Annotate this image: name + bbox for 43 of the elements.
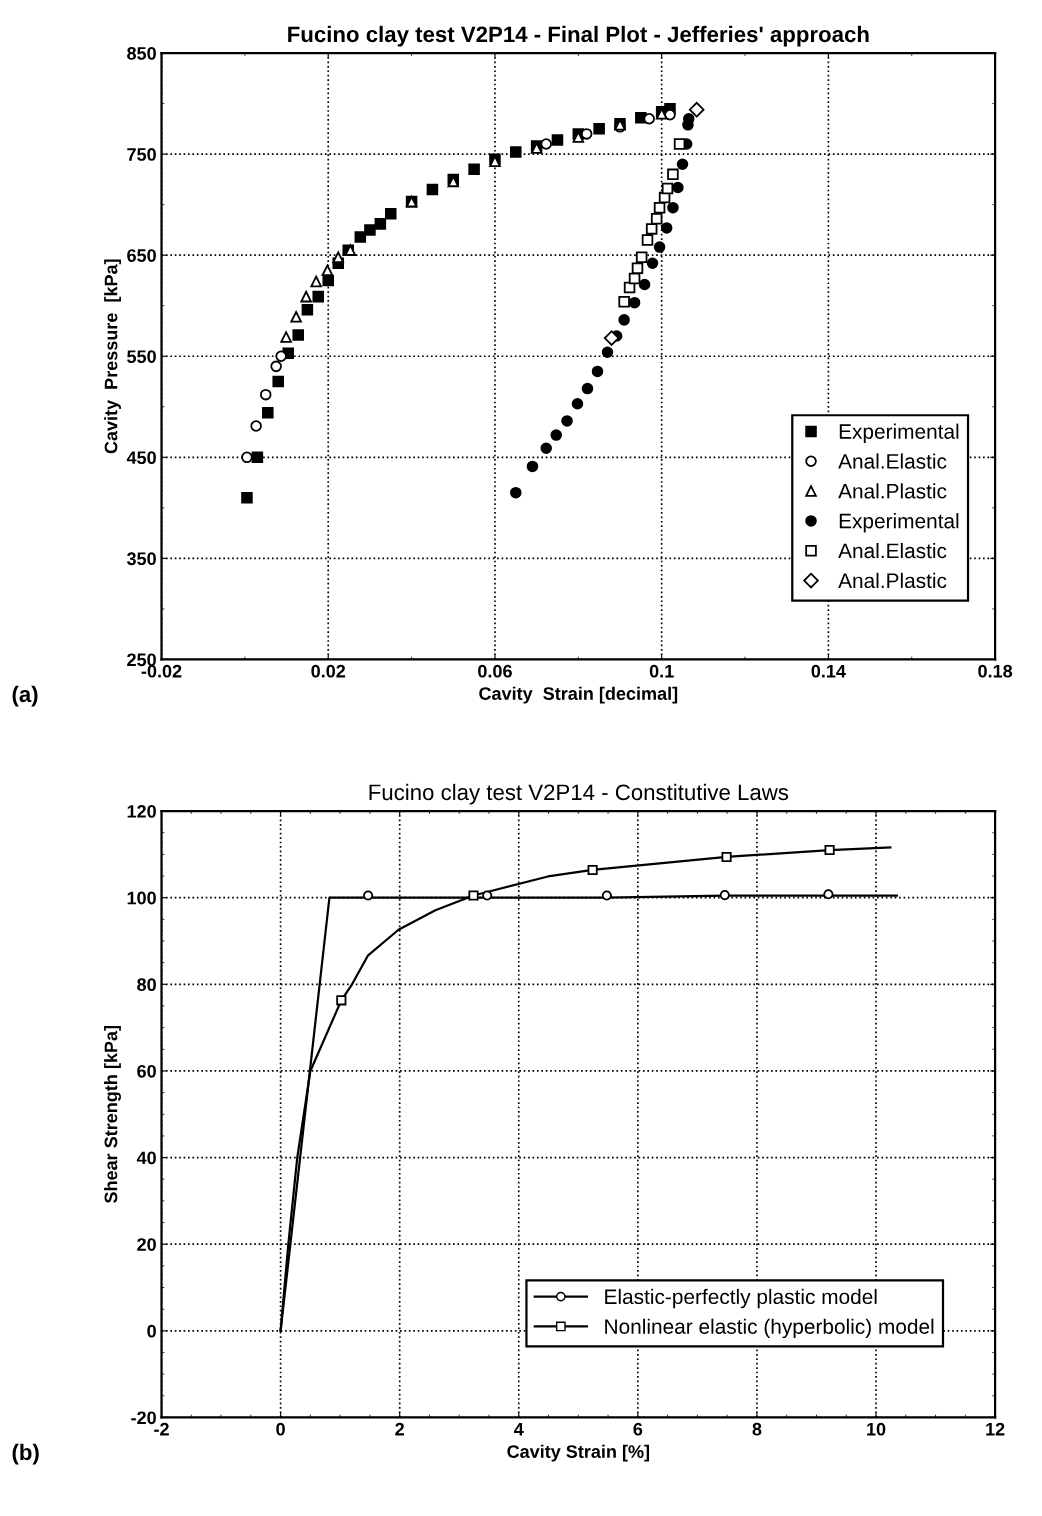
legend-label: Elastic-perfectly plastic model [605,1288,877,1309]
y-tick-label: 80 [137,978,156,992]
legend-label: Anal.Elastic [838,542,947,559]
y-axis-title: Shear Strength [kPa] [104,1025,121,1204]
y-tick-label: 850 [127,46,156,60]
y-tick-label: 100 [127,891,156,905]
x-tick-label: 6 [633,1422,643,1436]
x-axis-title: Cavity Strain [decimal] [479,686,678,704]
y-tick-label: -20 [131,1411,156,1425]
y-tick-label: 40 [136,1151,156,1165]
chart-title: Fucino clay test V2P14 - Constitutive Laws [369,783,789,805]
text: (b) [12,1443,39,1465]
x-tick-label: 10 [867,1422,886,1436]
x-tick-label: 0 [276,1422,285,1436]
y-axis-title: Cavity Pressure [kPa] [104,259,121,454]
y-tick-label: 120 [127,804,156,818]
x-tick-label: -2 [154,1422,169,1436]
y-tick-label: 20 [137,1238,156,1251]
x-tick-label: 0.06 [478,664,512,678]
y-tick-label: 450 [126,451,156,465]
x-axis-title: Cavity Strain [%] [507,1444,650,1462]
y-tick-label: 550 [127,350,156,363]
y-tick-label: 350 [126,552,156,566]
legend-label: Anal.Plastic [838,483,947,499]
x-tick-label: 8 [752,1422,762,1436]
legend-label: Anal.Plastic [838,572,947,589]
text: (a) [12,685,38,707]
x-tick-label: 4 [514,1422,524,1436]
y-tick-label: 650 [127,249,156,262]
y-tick-label: 60 [137,1064,156,1078]
x-tick-label: 0.18 [978,664,1013,678]
x-tick-label: 0.02 [311,664,346,678]
x-tick-label: 0.1 [649,664,674,678]
legend-label: Experimental [839,513,959,533]
y-tick-label: 750 [127,148,156,161]
chart-title: Fucino clay test V2P14 - Final Plot - Jefferies' approach [288,25,869,47]
legend-label: Experimental [839,423,959,444]
x-tick-label: 12 [986,1422,1005,1436]
legend-label: Nonlinear elastic (hyperbolic) model [605,1318,934,1339]
y-tick-label: 0 [147,1324,156,1338]
x-tick-label: 2 [395,1422,404,1436]
x-tick-label: 0.14 [811,664,846,678]
legend-label: Anal.Elastic [838,453,947,469]
